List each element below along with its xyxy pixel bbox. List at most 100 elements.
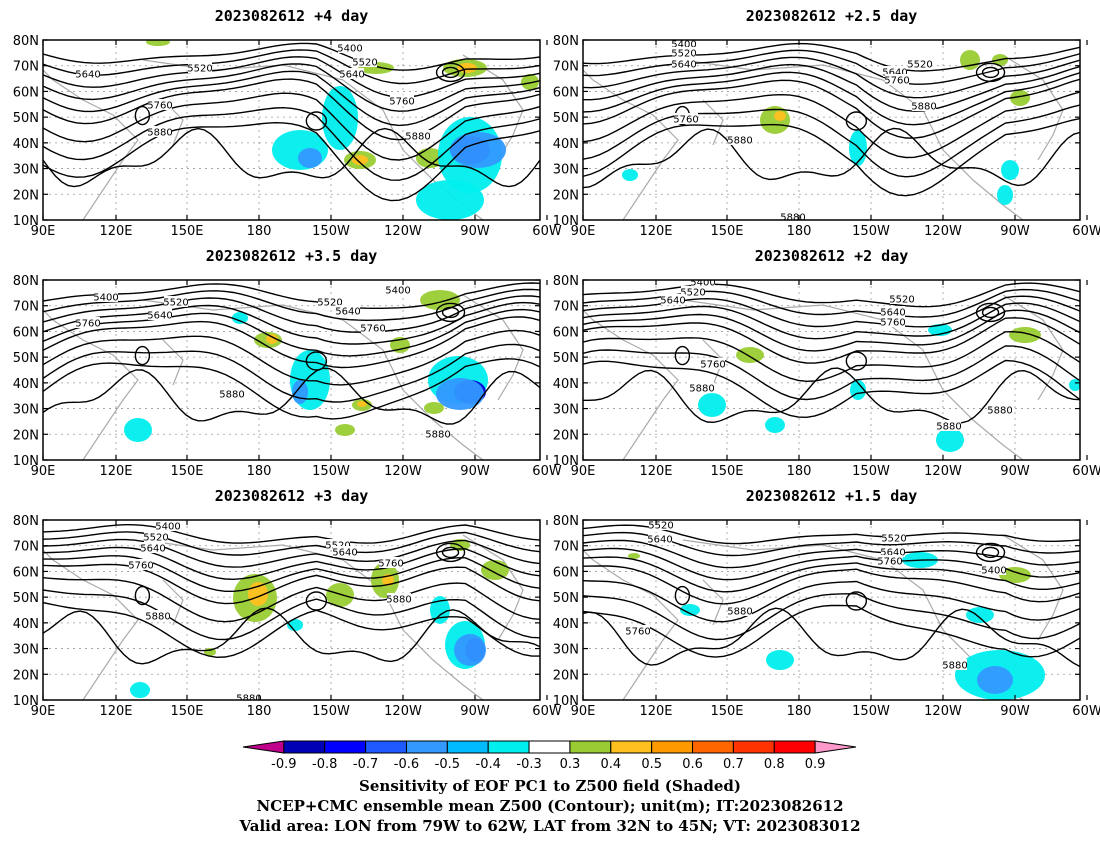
contour-label-bg — [148, 126, 172, 137]
lat-tick-label: 60N — [13, 325, 39, 340]
sensitivity-shade — [287, 619, 303, 631]
contour-label: 5640 — [335, 307, 360, 318]
colorbar-swatch — [528, 740, 571, 754]
contour-label-bg — [336, 305, 360, 316]
contour-label-bg — [988, 404, 1012, 415]
z500-contour — [583, 78, 1080, 139]
z500-contour — [583, 71, 1080, 126]
lat-tick-label: 10N — [13, 694, 39, 709]
contour-label: 5640 — [880, 548, 905, 559]
colorbar-swatch — [487, 740, 530, 754]
lat-tick-label: 10N — [553, 694, 579, 709]
colorbar-swatch — [773, 740, 816, 754]
lat-tick-label: 20N — [553, 428, 579, 443]
contour-label-bg — [141, 542, 165, 553]
contour-label-bg — [881, 546, 905, 557]
lon-tick-label: 120E — [99, 224, 132, 239]
contour-label-bg — [881, 316, 905, 327]
z500-contour — [43, 367, 540, 425]
closed-contour — [674, 585, 691, 606]
sensitivity-shade — [1009, 327, 1041, 343]
colorbar-swatch — [651, 740, 694, 754]
lat-tick-label: 40N — [553, 377, 579, 392]
sensitivity-shade — [416, 148, 444, 168]
closed-contour — [134, 345, 151, 366]
caption-line-3: Valid area: LON from 79W to 62W, LAT fro… — [238, 817, 860, 835]
contour-label-bg — [129, 559, 153, 570]
lon-tick-label: 120W — [384, 224, 422, 239]
sensitivity-shade — [1001, 160, 1019, 180]
lat-tick-label: 80N — [553, 274, 579, 289]
sensitivity-shade — [766, 650, 794, 670]
z500-contour — [43, 358, 540, 420]
panel-frame — [42, 279, 541, 461]
contour-label: 5880 — [145, 612, 170, 623]
contour-label-bg — [881, 306, 905, 317]
z500-contour — [43, 308, 540, 357]
z500-contour — [43, 63, 540, 112]
contour-label-bg — [882, 532, 906, 543]
contour-label: 5520 — [143, 533, 168, 544]
z500-contour — [43, 106, 540, 181]
contour-label-bg — [318, 296, 342, 307]
lat-tick-label: 70N — [13, 540, 39, 555]
lon-tick-label: 90E — [571, 704, 596, 719]
z500-contour — [583, 288, 1080, 318]
lon-tick-label: 60W — [1072, 464, 1100, 479]
map-panel: 2023082612 +4 day54005520564055205640576… — [13, 7, 562, 239]
z500-contour — [43, 563, 540, 605]
lon-tick-label: 90E — [31, 464, 56, 479]
contour-label-bg — [406, 130, 430, 141]
lat-tick-label: 30N — [553, 403, 579, 418]
contour-label: 5640 — [140, 544, 165, 555]
coastline — [43, 294, 524, 460]
contour-label-bg — [885, 74, 909, 85]
panel-frame — [582, 279, 1081, 461]
contour-label-bg — [943, 659, 967, 670]
z500-contour — [583, 282, 1080, 308]
contour-label: 5880 — [236, 694, 261, 705]
contour-label-bg — [379, 557, 403, 568]
lat-tick-label: 50N — [13, 111, 39, 126]
lon-tick-label: 150E — [170, 704, 203, 719]
panel-title: 2023082612 +2 day — [755, 247, 909, 265]
contour-label: 5760 — [877, 557, 902, 568]
z500-contour — [43, 127, 540, 188]
sensitivity-shade — [999, 567, 1031, 583]
z500-contour — [583, 127, 1080, 189]
lon-tick-label: 120E — [99, 704, 132, 719]
contour-label-bg — [681, 286, 705, 297]
contour-label-bg — [237, 692, 261, 700]
lat-tick-label: 20N — [13, 428, 39, 443]
closed-contour — [981, 546, 1000, 559]
contour-label-bg — [674, 113, 698, 124]
lon-tick-label: 90W — [460, 224, 490, 239]
contour-label: 5760 — [884, 76, 909, 87]
colorbar-swatch — [569, 740, 612, 754]
lon-tick-label: 90W — [460, 464, 490, 479]
z500-contour — [583, 63, 1080, 112]
lon-tick-label: 120W — [924, 464, 962, 479]
contour-label: 5640 — [339, 70, 364, 81]
lon-tick-label: 180 — [247, 464, 272, 479]
contour-label-bg — [672, 58, 696, 69]
lat-tick-label: 20N — [553, 188, 579, 203]
lat-tick-label: 30N — [13, 403, 39, 418]
z500-contour — [43, 42, 540, 71]
contour-label-bg — [649, 520, 673, 530]
contour-label-bg — [148, 309, 172, 320]
contour-label: 5640 — [647, 535, 672, 546]
figure-caption: Sensitivity of EOF PC1 to Z500 field (Sh… — [238, 777, 860, 835]
colorbar-label: 0.8 — [764, 757, 785, 772]
colorbar-label: -0.3 — [516, 757, 541, 772]
lon-tick-label: 90W — [1000, 224, 1030, 239]
contour-label-bg — [94, 291, 118, 302]
lon-tick-label: 120E — [639, 704, 672, 719]
colorbar-label: -0.5 — [435, 757, 460, 772]
contour-label: 5880 — [911, 102, 936, 113]
z500-contour — [43, 316, 540, 369]
contour-label: 5400 — [981, 566, 1006, 577]
